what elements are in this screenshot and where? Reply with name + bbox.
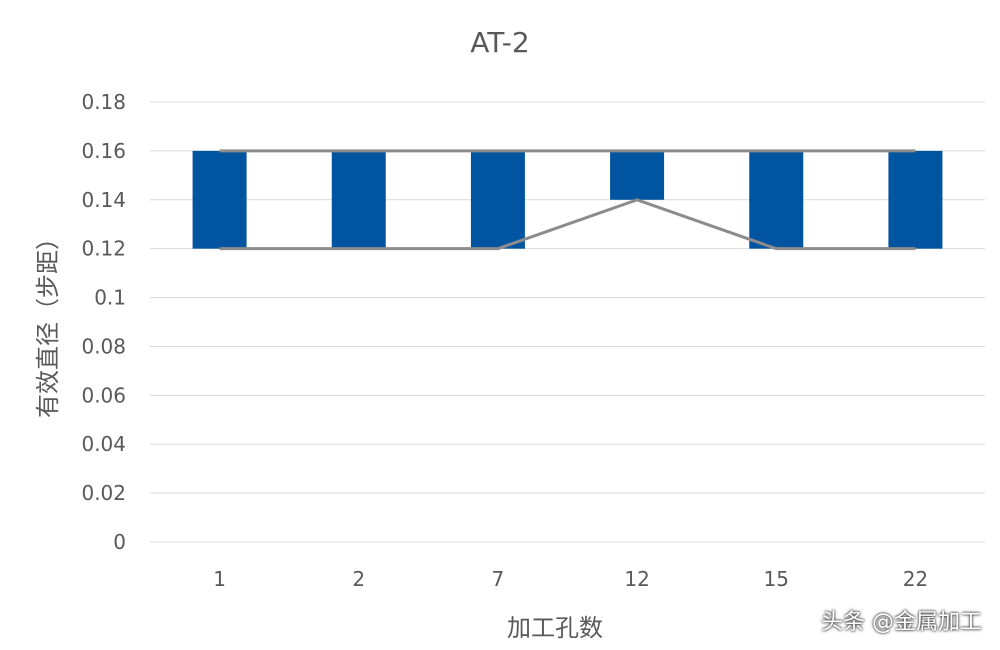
x-tick-label: 22 (903, 567, 928, 591)
y-tick-label: 0.1 (94, 286, 126, 310)
x-tick-label: 2 (352, 567, 365, 591)
x-tick-label: 12 (624, 567, 649, 591)
x-tick-label: 1 (213, 567, 226, 591)
watermark: 头条 @金属加工 (821, 610, 982, 635)
y-tick-label: 0.02 (81, 481, 126, 505)
y-tick-label: 0.04 (81, 432, 126, 456)
bar (749, 150, 804, 249)
y-tick-label: 0.14 (81, 188, 126, 212)
y-tick-label: 0.12 (81, 237, 126, 261)
x-tick-label: 7 (492, 567, 505, 591)
bar (610, 150, 665, 200)
x-tick-label: 15 (764, 567, 789, 591)
bar (888, 150, 943, 249)
y-tick-label: 0.18 (81, 90, 126, 114)
y-axis-label: 有效直径（步距） (34, 226, 62, 418)
y-tick-label: 0 (113, 530, 126, 554)
y-tick-label: 0.16 (81, 139, 126, 163)
bar (470, 150, 525, 249)
bar (331, 150, 386, 249)
y-tick-label: 0.08 (81, 334, 126, 358)
bar (192, 150, 247, 249)
series-line (219, 198, 916, 251)
chart-title: AT-2 (470, 26, 529, 59)
y-tick-label: 0.06 (81, 383, 126, 407)
x-axis-label: 加工孔数 (507, 614, 603, 642)
